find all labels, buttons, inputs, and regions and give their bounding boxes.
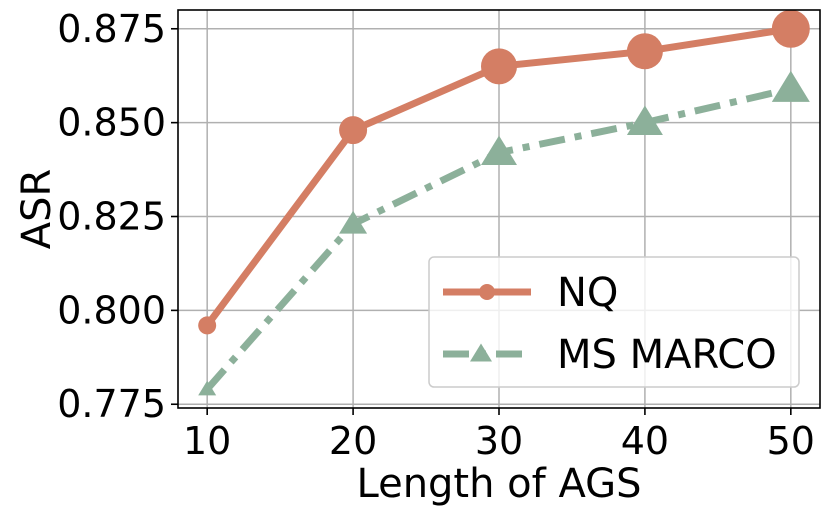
legend-label: MS MARCO [557, 332, 777, 378]
data-point-triangle [339, 210, 368, 234]
data-point-triangle [481, 135, 517, 165]
x-tick-label: 10 [183, 419, 231, 463]
series-nq [198, 9, 810, 335]
x-tick-label: 50 [767, 419, 815, 463]
data-point-circle [198, 316, 217, 335]
y-tick-label: 0.875 [57, 7, 166, 51]
x-tick-label: 30 [475, 419, 523, 463]
data-point-circle [626, 33, 663, 70]
legend: NQ MS MARCO [428, 256, 800, 388]
legend-item: NQ [443, 270, 618, 316]
legend-items: NQ MS MARCO [443, 270, 777, 378]
y-axis-title: ASR [14, 169, 60, 250]
series-ms-marco [198, 70, 810, 396]
x-tick-label: 20 [329, 419, 377, 463]
x-tick-label: 40 [621, 419, 669, 463]
data-point-circle [339, 116, 368, 145]
y-tick-label: 0.775 [57, 382, 166, 426]
y-tick-label: 0.825 [57, 195, 166, 239]
data-point-triangle [771, 70, 810, 102]
data-point-triangle [626, 105, 663, 135]
legend-item: MS MARCO [443, 332, 777, 378]
series-layer [198, 9, 810, 396]
data-point-triangle [470, 343, 492, 362]
axis-ticks: 10 20 30 40 50 0.775 0.800 0.825 0.850 0.875 [57, 7, 815, 463]
x-axis-title: Length of AGS [357, 461, 642, 507]
data-point-circle [479, 284, 495, 300]
data-point-circle [771, 9, 810, 48]
y-tick-label: 0.800 [57, 288, 166, 332]
data-point-circle [481, 48, 517, 85]
legend-label: NQ [557, 270, 618, 316]
y-tick-label: 0.850 [57, 101, 166, 145]
data-point-triangle [198, 380, 217, 396]
